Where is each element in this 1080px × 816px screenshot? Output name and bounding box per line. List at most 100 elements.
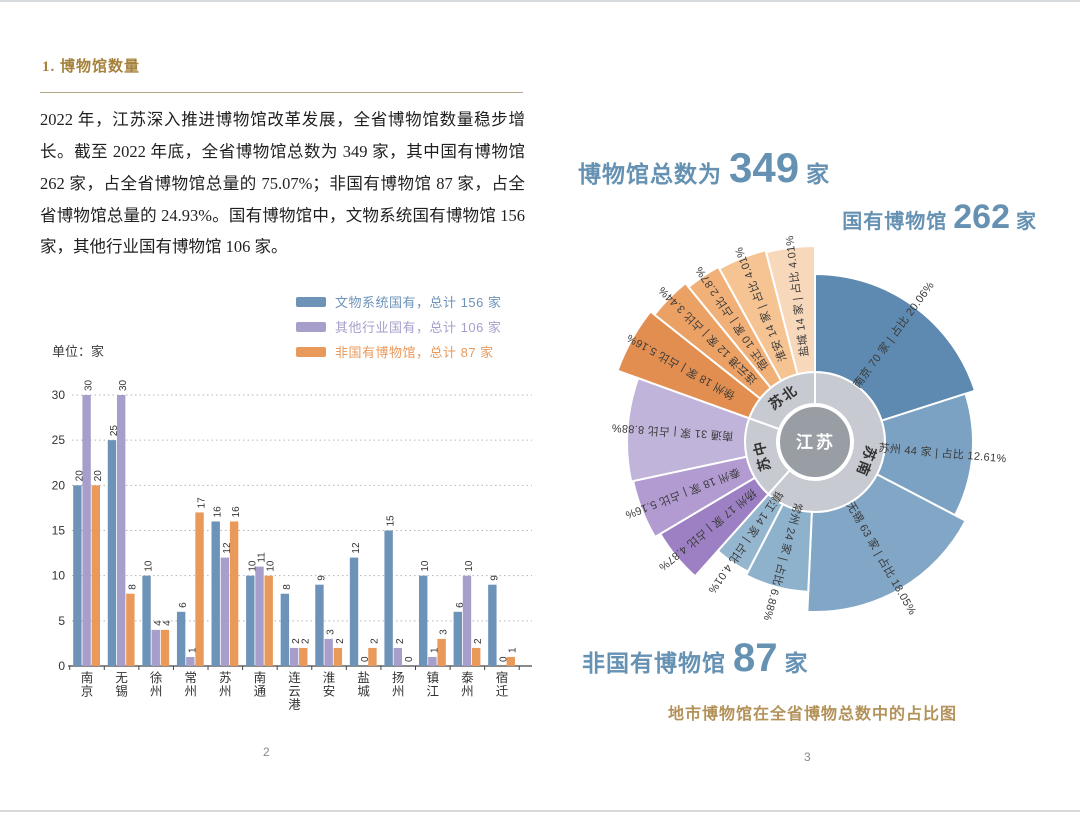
bar (462, 575, 472, 666)
bar (315, 584, 324, 666)
total-title-unit: 家 (806, 161, 831, 187)
non-state-title-unit: 家 (784, 650, 809, 676)
bar-value-label: 1 (508, 647, 519, 653)
non-state-title-number: 87 (733, 636, 778, 680)
bar-value-label: 2 (369, 638, 380, 644)
bar (229, 521, 239, 666)
sunburst-city-segment (806, 473, 968, 613)
legend-swatch (296, 346, 326, 357)
bar-chart: 0 5 10 15 20 25 30 20 30 20 南京 25 30 8 无锡 10 4 4 徐州 6 1 17 常州 1… (40, 362, 535, 717)
non-state-title: 非国有博物馆 87 家 (582, 636, 809, 681)
non-state-title-text: 非国有博物馆 (582, 650, 726, 676)
bar (453, 611, 462, 666)
y-tick-label: 0 (58, 659, 65, 673)
bar (195, 512, 204, 666)
bar (160, 629, 170, 666)
bar-value-label: 1 (429, 647, 440, 653)
x-category-label: 连云港 (288, 670, 301, 712)
total-title-number: 349 (729, 144, 800, 191)
right-page: 博物馆总数为 349 家 国有博物馆 262 家 苏南 南京 70 家 | 占比 … (540, 0, 1080, 816)
y-tick-label: 5 (58, 614, 65, 628)
bar (299, 647, 308, 666)
bar-value-label: 8 (282, 584, 293, 590)
bar-value-label: 2 (335, 638, 346, 644)
bar (116, 395, 126, 666)
sunburst-city-segment (616, 310, 762, 420)
bar-value-label: 2 (300, 638, 311, 644)
bar-value-label: 30 (118, 379, 129, 391)
heading-rule (40, 92, 523, 93)
sunburst-center-circle (778, 405, 852, 479)
y-tick-label: 20 (52, 478, 66, 492)
bar-value-label: 10 (464, 560, 475, 572)
body-paragraph: 2022 年，江苏深入推进博物馆改革发展，全省博物馆数量稳步增长。截至 2022… (40, 110, 525, 257)
bar (107, 440, 117, 666)
bar (255, 566, 264, 666)
legend-item: 其他行业国有，总计 106 家 (296, 314, 501, 339)
top-border-line (0, 0, 1080, 2)
x-category-label: 扬州 (392, 670, 405, 699)
bar (73, 485, 82, 666)
bar (437, 638, 446, 666)
bar-value-label: 6 (455, 602, 466, 608)
chart-caption: 地市博物馆在全省博物总数中的占比图 (667, 706, 957, 723)
x-category-label: 泰州 (461, 671, 474, 699)
bar-value-label: 4 (162, 620, 173, 626)
bar (176, 611, 186, 666)
bar-value-label: 0 (499, 656, 510, 662)
bar (289, 647, 299, 666)
total-title: 博物馆总数为 349 家 (578, 144, 830, 192)
bar-value-label: 2 (395, 638, 406, 644)
bar-value-label: 20 (74, 470, 85, 482)
bar-value-label: 10 (420, 560, 431, 572)
bar-value-label: 30 (84, 379, 95, 391)
bar-value-label: 9 (489, 575, 500, 581)
bar (471, 647, 481, 666)
bar-value-label: 0 (360, 656, 371, 662)
unit-label: 单位：家 (52, 344, 105, 359)
legend-label: 非国有博物馆，总计 87 家 (335, 345, 494, 360)
sunburst-city-segment (744, 502, 813, 593)
bar-value-label: 6 (178, 602, 189, 608)
bar (333, 647, 343, 666)
left-page: 1. 博物馆数量 2022 年，江苏深入推进博物馆改革发展，全省博物馆数量稳步增… (40, 59, 535, 759)
bar (246, 575, 255, 666)
bar (82, 395, 91, 666)
bar-value-label: 10 (247, 560, 258, 572)
bar-value-label: 0 (404, 656, 415, 662)
state-owned-title-unit: 家 (1016, 211, 1037, 233)
section-heading: 1. 博物馆数量 (42, 59, 141, 75)
bar-value-label: 1 (187, 647, 198, 653)
page-number-left: 2 (263, 745, 270, 759)
legend-item: 非国有博物馆，总计 87 家 (296, 339, 501, 364)
legend-swatch (296, 321, 326, 332)
bar-value-label: 2 (473, 638, 484, 644)
bar (506, 656, 515, 666)
state-owned-title: 国有博物馆 262 家 (842, 198, 1037, 237)
bar-value-label: 10 (266, 560, 277, 572)
bar (368, 647, 377, 666)
page-number-right: 3 (804, 750, 811, 764)
bar-value-label: 2 (291, 638, 302, 644)
bar-value-label: 3 (439, 629, 450, 635)
x-category-label: 宿迁 (496, 670, 509, 699)
bar-value-label: 9 (316, 575, 327, 581)
x-category-label: 常州 (184, 671, 197, 699)
state-owned-title-number: 262 (953, 198, 1010, 236)
bar-value-label: 16 (231, 506, 242, 518)
state-owned-title-text: 国有博物馆 (842, 211, 948, 233)
legend-label: 其他行业国有，总计 106 家 (335, 320, 502, 335)
bar-value-label: 20 (93, 470, 104, 482)
x-category-label: 徐州 (150, 670, 163, 699)
bar-value-label: 10 (144, 560, 155, 572)
bar (324, 638, 333, 666)
bottom-border-line (0, 810, 1080, 812)
bar (211, 521, 220, 666)
bar-value-label: 3 (326, 629, 337, 635)
legend-label: 文物系统国有，总计 156 家 (335, 295, 502, 310)
y-tick-label: 30 (52, 388, 66, 402)
x-category-label: 盐城 (357, 671, 370, 699)
sunburst-city-segment (764, 244, 816, 376)
bar (264, 575, 273, 666)
